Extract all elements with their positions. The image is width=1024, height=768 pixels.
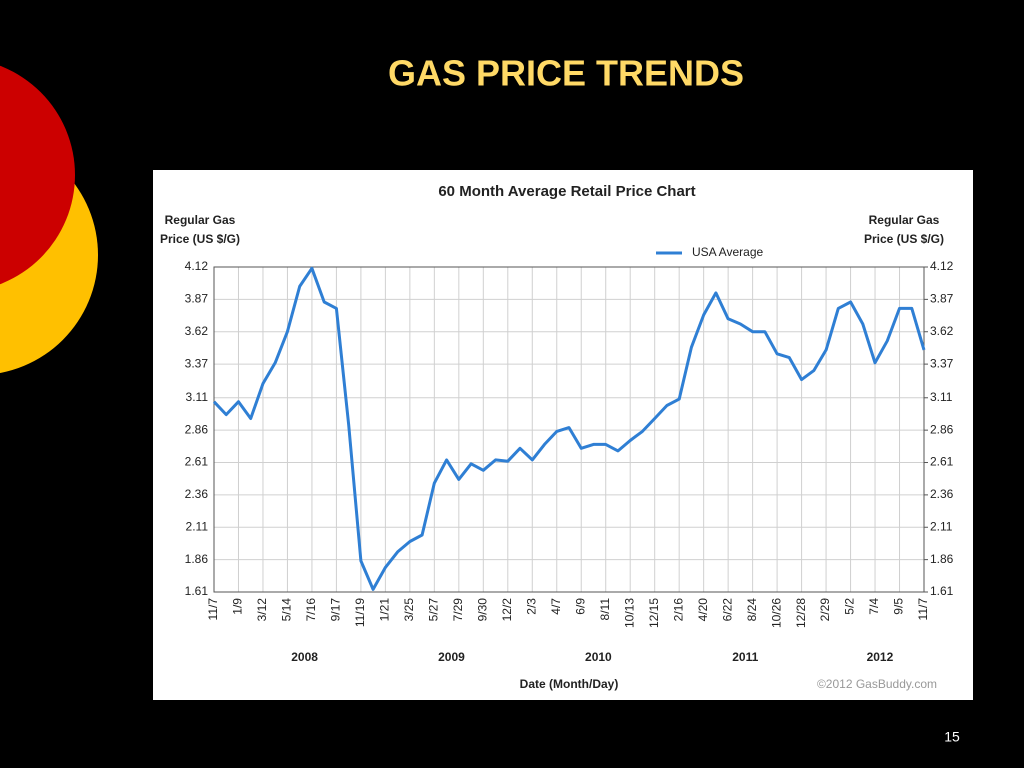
credit: ©2012 GasBuddy.com bbox=[817, 677, 937, 691]
y2-tick-label: 1.86 bbox=[930, 552, 954, 566]
x-tick-label: 9/30 bbox=[475, 598, 489, 622]
x-tick-label: 2/3 bbox=[524, 598, 538, 615]
x-tick-label: 5/14 bbox=[280, 598, 294, 622]
x-tick-label: 12/2 bbox=[500, 598, 514, 622]
y-tick-label: 3.37 bbox=[185, 356, 209, 370]
y-tick-label: 1.61 bbox=[185, 584, 209, 598]
y-tick-label: 1.86 bbox=[185, 552, 209, 566]
slide-title: GAS PRICE TRENDS bbox=[388, 53, 744, 94]
x-tick-label: 4/7 bbox=[549, 598, 563, 615]
y-tick-label: 2.86 bbox=[185, 422, 209, 436]
x-tick-label: 12/15 bbox=[647, 598, 661, 628]
y-axis-label: Price (US $/G) bbox=[160, 232, 240, 246]
x-tick-label: 3/12 bbox=[255, 598, 269, 622]
page-number: 15 bbox=[944, 729, 960, 745]
x-tick-label: 1/9 bbox=[231, 598, 245, 615]
y2-tick-label: 1.61 bbox=[930, 584, 954, 598]
x-tick-label: 8/11 bbox=[598, 598, 612, 621]
x-tick-label: 3/25 bbox=[402, 598, 416, 622]
y2-tick-label: 2.36 bbox=[930, 487, 954, 501]
y2-tick-label: 3.37 bbox=[930, 356, 954, 370]
y2-tick-label: 3.11 bbox=[930, 390, 953, 404]
legend-label: USA Average bbox=[692, 245, 763, 259]
x-tick-label: 2/16 bbox=[671, 598, 685, 622]
y2-tick-label: 3.62 bbox=[930, 324, 954, 338]
y-tick-label: 3.87 bbox=[185, 292, 209, 306]
y2-tick-label: 2.61 bbox=[930, 455, 954, 469]
y2-tick-label: 2.86 bbox=[930, 422, 954, 436]
y2-tick-label: 4.12 bbox=[930, 259, 954, 273]
year-label: 2011 bbox=[732, 650, 758, 664]
x-tick-label: 12/28 bbox=[794, 598, 808, 628]
year-label: 2008 bbox=[291, 650, 318, 664]
x-tick-label: 6/9 bbox=[573, 598, 587, 615]
chart-title: 60 Month Average Retail Price Chart bbox=[438, 183, 695, 200]
y-tick-label: 2.61 bbox=[185, 455, 209, 469]
x-tick-label: 5/27 bbox=[427, 598, 441, 622]
y-axis-label: Regular Gas bbox=[165, 213, 236, 227]
y-tick-label: 2.11 bbox=[186, 519, 209, 533]
plot-frame bbox=[213, 266, 925, 593]
x-tick-label: 8/24 bbox=[745, 598, 759, 622]
y2-tick-label: 2.11 bbox=[930, 519, 953, 533]
year-label: 2009 bbox=[438, 650, 465, 664]
y-tick-label: 4.12 bbox=[185, 259, 209, 273]
y-tick-label: 3.11 bbox=[186, 390, 209, 404]
x-tick-label: 9/5 bbox=[892, 598, 906, 615]
x-tick-label: 10/26 bbox=[769, 598, 783, 628]
x-tick-label: 2/29 bbox=[818, 598, 832, 622]
x-tick-label: 7/16 bbox=[304, 598, 318, 622]
x-tick-label: 10/13 bbox=[622, 598, 636, 628]
decor-circle-red bbox=[0, 65, 75, 285]
x-tick-label: 11/7 bbox=[916, 598, 930, 621]
y-tick-label: 2.36 bbox=[185, 487, 209, 501]
y2-axis-label: Price (US $/G) bbox=[864, 232, 944, 246]
x-tick-label: 4/20 bbox=[696, 598, 710, 622]
year-label: 2010 bbox=[585, 650, 612, 664]
y2-axis-label: Regular Gas bbox=[869, 213, 940, 227]
y2-tick-label: 3.87 bbox=[930, 292, 954, 306]
series-line bbox=[212, 266, 926, 591]
x-tick-label: 7/4 bbox=[867, 598, 881, 615]
x-tick-label: 11/19 bbox=[353, 598, 367, 627]
x-tick-label: 11/7 bbox=[206, 598, 220, 621]
x-tick-label: 5/2 bbox=[843, 598, 857, 615]
y-tick-label: 3.62 bbox=[185, 324, 209, 338]
x-tick-label: 6/22 bbox=[720, 598, 734, 622]
year-label: 2012 bbox=[867, 650, 894, 664]
x-tick-label: 7/29 bbox=[451, 598, 465, 622]
chart-panel bbox=[153, 170, 973, 700]
x-tick-label: 9/17 bbox=[329, 598, 343, 622]
x-tick-label: 1/21 bbox=[378, 598, 392, 622]
x-axis-label: Date (Month/Day) bbox=[520, 677, 619, 691]
